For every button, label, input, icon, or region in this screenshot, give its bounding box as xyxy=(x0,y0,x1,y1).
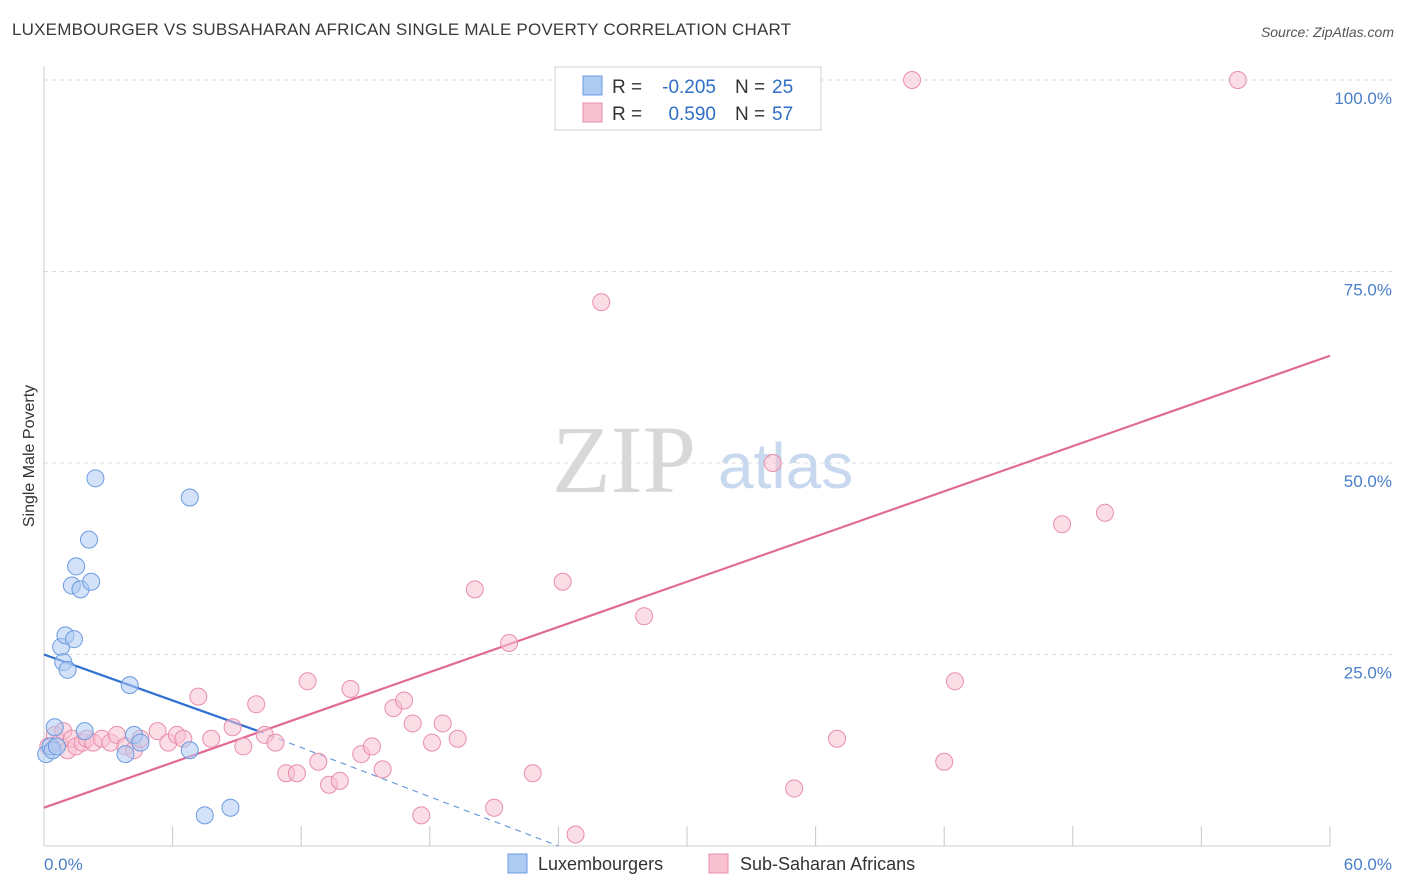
legend-n-value-2: 57 xyxy=(772,104,793,125)
y-tick-label-75: 75.0% xyxy=(1344,281,1392,300)
data-point-sub-saharan-africans xyxy=(566,825,585,844)
data-point-sub-saharan-africans xyxy=(485,798,504,817)
data-point-sub-saharan-africans xyxy=(1095,503,1114,522)
grid-lines xyxy=(44,79,1392,655)
data-point-luxembourgers xyxy=(116,745,135,764)
data-point-sub-saharan-africans xyxy=(223,718,242,737)
data-point-sub-saharan-africans xyxy=(373,760,392,779)
data-point-sub-saharan-africans xyxy=(234,737,253,756)
data-point-luxembourgers xyxy=(58,660,77,679)
data-point-sub-saharan-africans xyxy=(266,733,285,752)
y-tick-label-50: 50.0% xyxy=(1344,472,1392,491)
x-tick-label-min: 0.0% xyxy=(44,855,83,874)
y-tick-label-25: 25.0% xyxy=(1344,664,1392,683)
watermark-zip: ZIP xyxy=(552,406,696,513)
legend-n-label-2: N = xyxy=(735,104,765,125)
data-point-sub-saharan-africans xyxy=(592,293,611,312)
data-point-sub-saharan-africans xyxy=(341,679,360,698)
data-point-sub-saharan-africans xyxy=(448,729,467,748)
data-point-sub-saharan-africans xyxy=(828,729,847,748)
y-tick-label-100: 100.0% xyxy=(1334,89,1392,108)
bottom-legend-label-luxembourgers: Luxembourgers xyxy=(538,854,663,874)
data-point-luxembourgers xyxy=(120,676,139,695)
data-point-luxembourgers xyxy=(65,630,84,649)
data-point-luxembourgers xyxy=(180,741,199,760)
legend-box: R = -0.205 N = 25 R = 0.590 N = 57 xyxy=(554,66,822,131)
watermark: ZIP atlas xyxy=(552,406,853,513)
data-point-sub-saharan-africans xyxy=(395,691,414,710)
data-point-sub-saharan-africans xyxy=(465,580,484,599)
legend-r-label-1: R = xyxy=(612,77,642,98)
x-tick-label-max: 60.0% xyxy=(1344,855,1392,874)
data-point-sub-saharan-africans xyxy=(763,454,782,472)
legend-swatch-luxembourgers xyxy=(582,75,603,96)
data-point-luxembourgers xyxy=(195,806,214,825)
data-point-sub-saharan-africans xyxy=(330,771,349,790)
data-point-sub-saharan-africans xyxy=(945,672,964,691)
series-luxembourgers xyxy=(37,469,240,825)
bottom-legend-label-sub-saharan: Sub-Saharan Africans xyxy=(740,854,915,874)
data-point-sub-saharan-africans xyxy=(189,687,208,706)
y-tick-labels: 25.0% 50.0% 75.0% 100.0% xyxy=(1334,89,1392,683)
data-point-luxembourgers xyxy=(67,557,86,576)
data-point-sub-saharan-africans xyxy=(1228,71,1247,89)
data-point-sub-saharan-africans xyxy=(785,779,804,798)
data-point-sub-saharan-africans xyxy=(412,806,431,825)
data-point-sub-saharan-africans xyxy=(523,764,542,783)
data-point-sub-saharan-africans xyxy=(148,722,167,741)
legend-n-label-1: N = xyxy=(735,77,765,98)
y-axis-label: Single Male Poverty xyxy=(21,385,38,527)
chart-title: LUXEMBOURGER VS SUBSAHARAN AFRICAN SINGL… xyxy=(12,20,792,39)
data-point-sub-saharan-africans xyxy=(298,672,317,691)
data-point-luxembourgers xyxy=(221,798,240,817)
trendline-luxembourgers-extension xyxy=(258,730,559,847)
data-point-luxembourgers xyxy=(80,530,99,549)
data-point-luxembourgers xyxy=(47,737,66,756)
data-point-sub-saharan-africans xyxy=(309,752,328,771)
data-point-luxembourgers xyxy=(45,718,64,737)
legend-n-value-1: 25 xyxy=(772,77,793,98)
data-point-sub-saharan-africans xyxy=(1053,515,1072,534)
data-point-luxembourgers xyxy=(131,733,150,752)
data-point-sub-saharan-africans xyxy=(903,71,922,89)
data-point-sub-saharan-africans xyxy=(362,737,381,756)
data-point-luxembourgers xyxy=(75,722,94,741)
data-point-sub-saharan-africans xyxy=(403,714,422,733)
data-point-sub-saharan-africans xyxy=(287,764,306,783)
legend-r-value-1: -0.205 xyxy=(662,77,716,98)
data-point-luxembourgers xyxy=(86,469,105,488)
legend-r-value-2: 0.590 xyxy=(668,104,716,125)
chart-source: Source: ZipAtlas.com xyxy=(1260,24,1394,40)
data-point-sub-saharan-africans xyxy=(202,729,221,748)
legend-r-label-2: R = xyxy=(612,104,642,125)
data-point-sub-saharan-africans xyxy=(500,634,519,653)
bottom-legend-swatch-sub-saharan xyxy=(708,853,729,874)
data-point-luxembourgers xyxy=(180,488,199,507)
data-point-luxembourgers xyxy=(82,572,101,591)
data-point-sub-saharan-africans xyxy=(422,733,441,752)
data-point-sub-saharan-africans xyxy=(553,572,572,591)
data-point-sub-saharan-africans xyxy=(935,752,954,771)
data-point-sub-saharan-africans xyxy=(433,714,452,733)
x-tick-marks xyxy=(172,826,1331,846)
bottom-legend: Luxembourgers Sub-Saharan Africans xyxy=(507,853,915,874)
data-point-sub-saharan-africans xyxy=(635,607,654,626)
watermark-atlas: atlas xyxy=(718,430,853,502)
data-point-sub-saharan-africans xyxy=(247,695,266,714)
bottom-legend-swatch-luxembourgers xyxy=(507,853,528,874)
trendline-luxembourgers xyxy=(43,653,259,733)
legend-swatch-sub-saharan xyxy=(582,102,603,123)
